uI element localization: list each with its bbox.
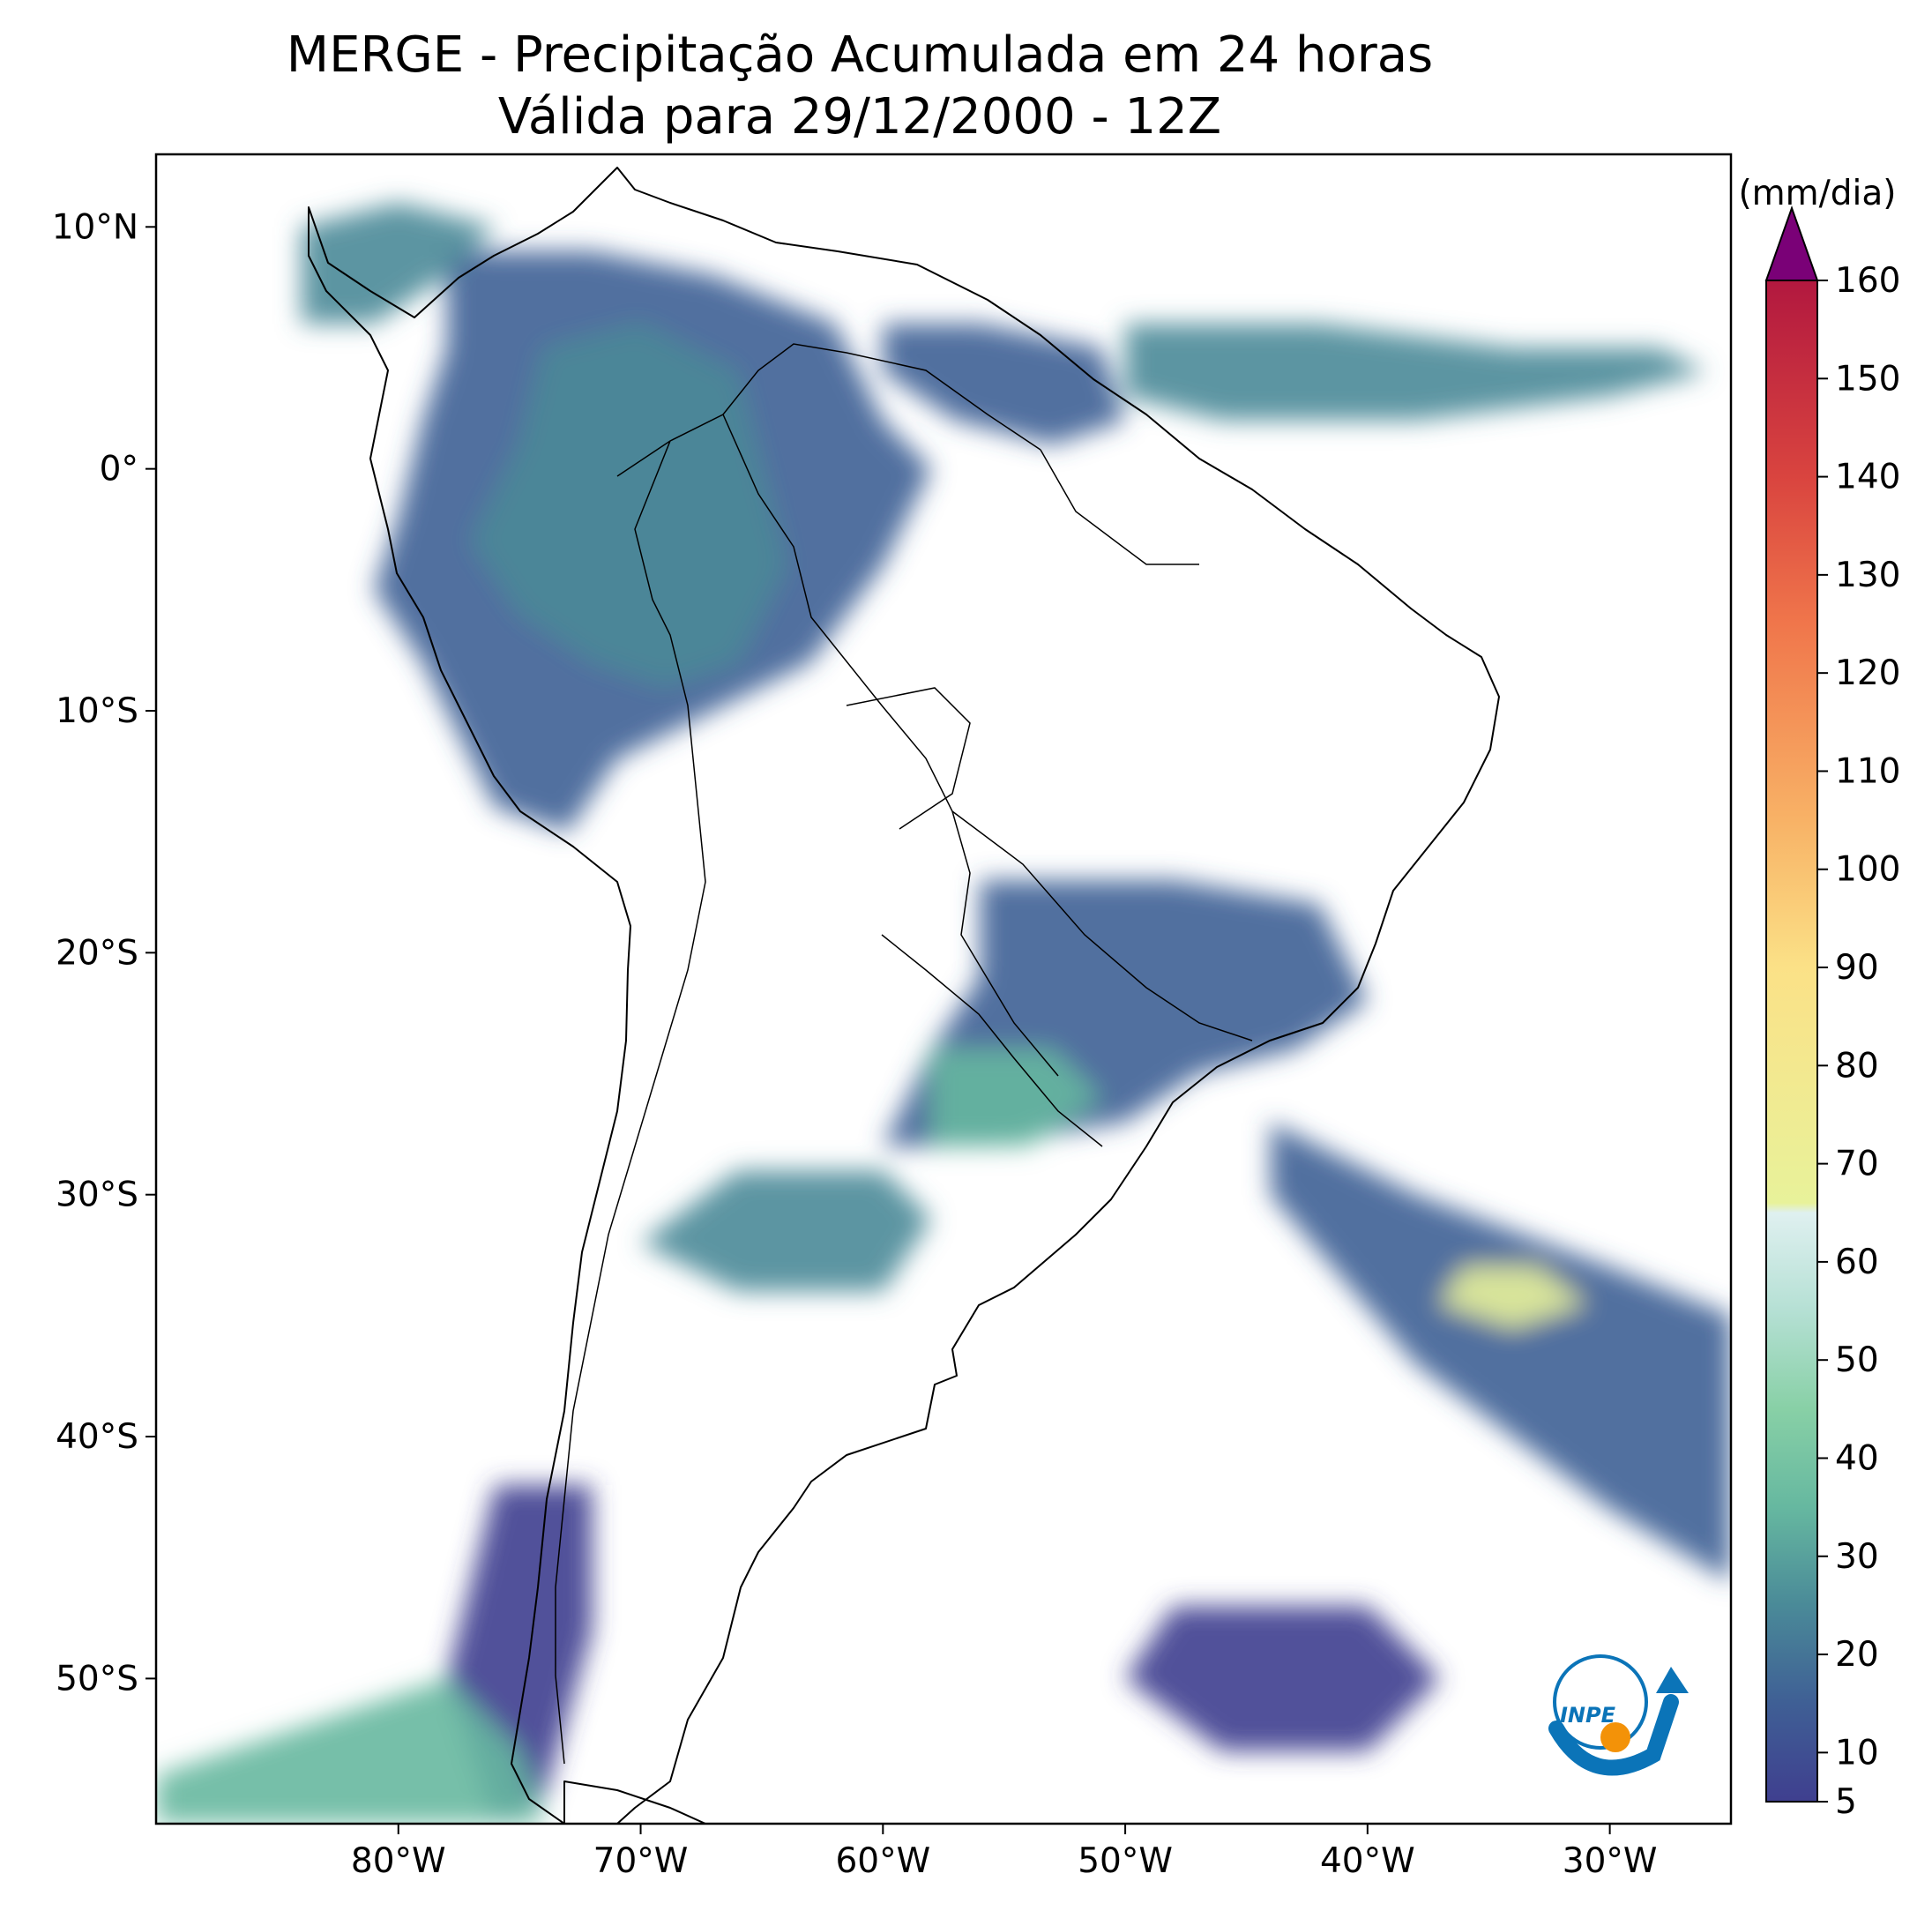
- colorbar-tick-label: 10: [1835, 1733, 1879, 1773]
- colorbar: (mm/dia) 5 10 20 30 40 50 60 70 80 90 100 110 120 130…: [1738, 174, 1900, 1822]
- colorbar-unit-label: (mm/dia): [1738, 174, 1896, 213]
- logo-sun-icon: [1600, 1722, 1630, 1752]
- map-title: MERGE - Precipitação Acumulada em 24 hor…: [0, 25, 1719, 148]
- precip-area-itcz-atlantic: [1125, 324, 1707, 421]
- colorbar-tick-label: 160: [1835, 261, 1900, 301]
- map-area: [156, 154, 1731, 1824]
- x-tick-label: 40°W: [1320, 1841, 1415, 1881]
- precip-area-central-america: [301, 202, 496, 324]
- precip-area-south-atlantic-southern: [1125, 1606, 1441, 1751]
- colorbar-tick-label: 80: [1835, 1046, 1879, 1086]
- colorbar-tick-label: 130: [1835, 556, 1900, 595]
- precip-area-south-atlantic-band: [1270, 1122, 1731, 1582]
- y-tick-label: 40°S: [56, 1417, 138, 1457]
- logo-ring: [1553, 1654, 1648, 1750]
- x-axis-ticks: 80°W 70°W 60°W 50°W 40°W 30°W: [351, 1824, 1658, 1881]
- colorbar-tick-label: 140: [1835, 458, 1900, 497]
- map-frame: [154, 153, 1733, 1825]
- x-tick-label: 70°W: [593, 1841, 689, 1881]
- colorbar-tick-label: 30: [1835, 1537, 1879, 1577]
- colorbar-tick-label: 70: [1835, 1145, 1879, 1184]
- colorbar-ticks: 5 10 20 30 40 50 60 70 80 90 100 110 120 130 140 150 160: [1817, 261, 1900, 1822]
- tierra-del-fuego: [563, 1780, 706, 1824]
- x-tick-label: 60°W: [835, 1841, 930, 1881]
- title-line-2: Válida para 29/12/2000 - 12Z: [497, 88, 1222, 146]
- inpe-logo: INPE: [1548, 1654, 1689, 1776]
- logo-arrow-icon: [1656, 1667, 1689, 1693]
- colorbar-tick-label: 120: [1835, 653, 1900, 693]
- colorbar-tick-label: 50: [1835, 1340, 1879, 1380]
- colorbar-tick-label: 110: [1835, 751, 1900, 791]
- y-tick-label: 20°S: [56, 933, 138, 973]
- precipitation-layer: [156, 202, 1731, 1824]
- colorbar-tick-label: 20: [1835, 1635, 1879, 1675]
- precip-area-southeast-pacific: [156, 1678, 544, 1824]
- precip-area-south-brazil-core: [931, 1049, 1101, 1146]
- colorbar-extend-arrow: [1764, 205, 1819, 281]
- y-tick-label: 30°S: [56, 1176, 138, 1215]
- colorbar-tick-label: 150: [1835, 359, 1900, 399]
- precip-area-south-atlantic-core: [1440, 1267, 1586, 1328]
- coastline-layer: [308, 167, 1500, 1824]
- logo-text: INPE: [1560, 1703, 1616, 1728]
- y-axis-ticks: 10°N 0° 10°S 20°S 30°S 40°S 50°S: [52, 207, 156, 1698]
- colorbar-tick-label: 60: [1835, 1243, 1879, 1282]
- y-tick-label: 0°: [100, 450, 138, 489]
- y-tick-label: 50°S: [56, 1659, 138, 1698]
- country-borders: [555, 343, 1253, 1765]
- precip-area-guianas: [883, 324, 1126, 445]
- x-tick-label: 80°W: [351, 1841, 446, 1881]
- x-tick-label: 50°W: [1078, 1841, 1173, 1881]
- precip-area-amazon-core: [471, 324, 787, 687]
- colorbar-tick-label: 40: [1835, 1438, 1879, 1478]
- colorbar-tick-label: 90: [1835, 948, 1879, 988]
- colorbar-tick-label: 5: [1835, 1782, 1857, 1822]
- colorbar-tick-label: 100: [1835, 850, 1900, 890]
- precip-area-uruguay-argentina: [640, 1170, 932, 1292]
- y-tick-label: 10°S: [56, 691, 138, 731]
- x-tick-label: 30°W: [1563, 1841, 1658, 1881]
- y-tick-label: 10°N: [52, 207, 138, 247]
- logo-swoosh: [1548, 1694, 1679, 1776]
- title-line-1: MERGE - Precipitação Acumulada em 24 hor…: [286, 26, 1434, 84]
- colorbar-bar: [1765, 280, 1818, 1803]
- south-america-coastline: [308, 167, 1500, 1824]
